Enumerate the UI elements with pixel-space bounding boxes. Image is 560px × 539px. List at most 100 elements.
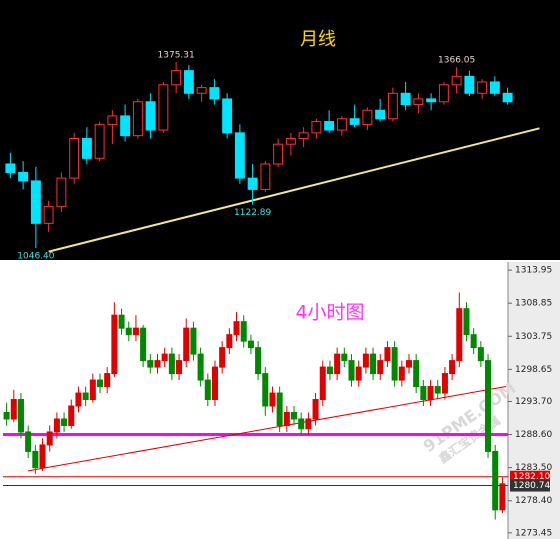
candle-body	[3, 412, 10, 420]
candle-body	[68, 405, 75, 426]
candle-body	[398, 366, 405, 381]
candle-body	[285, 138, 296, 145]
chart-title: 4小时图	[295, 302, 364, 324]
candle-body	[362, 353, 369, 368]
four-hour-chart: 91PME.COM鑫汇宝贵金属1313.951308.851303.751298…	[3, 266, 552, 538]
candle-body	[226, 334, 233, 349]
candle-body	[391, 347, 398, 381]
candle-body	[94, 123, 105, 159]
y-tick-label: 1273.45	[515, 528, 552, 538]
candle-body	[125, 327, 132, 336]
candle-body	[370, 353, 377, 375]
candle-body	[499, 483, 506, 511]
candle-body	[168, 353, 175, 375]
chart-title: 月线	[300, 29, 336, 50]
candle-body	[219, 347, 226, 368]
candle-body	[61, 418, 68, 426]
candle-body	[283, 412, 290, 426]
candle-body	[30, 180, 41, 224]
candle-body	[104, 373, 111, 388]
candle-body	[32, 450, 39, 469]
candle-body	[463, 308, 470, 336]
candle-body	[426, 98, 437, 103]
price-tag	[510, 479, 550, 492]
candle-body	[183, 70, 194, 94]
trend-line	[48, 127, 540, 253]
candle-body	[341, 353, 348, 362]
y-tick-label: 1298.65	[515, 365, 552, 375]
candle-body	[69, 138, 80, 179]
candle-body	[420, 386, 427, 401]
candle-body	[477, 81, 488, 94]
candle-body	[502, 92, 513, 103]
candle-body	[470, 334, 477, 349]
candle-body	[18, 171, 29, 182]
candle-body	[255, 347, 262, 375]
y-tick-label: 1283.50	[515, 463, 552, 473]
candle-body	[305, 418, 312, 430]
candle-body	[53, 418, 60, 433]
candle-body	[107, 115, 118, 125]
price-annotation: 1122.89	[234, 208, 271, 218]
candle-body	[362, 109, 373, 125]
candle-body	[262, 373, 269, 407]
candle-body	[132, 101, 143, 137]
y-tick-label: 1303.75	[515, 332, 552, 342]
candle-body	[17, 399, 24, 433]
candle-body	[413, 98, 424, 106]
candle-body	[39, 444, 46, 469]
candle-body	[298, 418, 305, 430]
candle-body	[190, 327, 197, 355]
y-tick-label: 1308.85	[515, 299, 552, 309]
candle-body	[111, 314, 118, 375]
candle-body	[477, 347, 484, 362]
candle-body	[25, 431, 32, 452]
candle-body	[324, 121, 335, 131]
candle-body	[349, 118, 360, 125]
candle-body	[276, 392, 283, 426]
candle-body	[118, 314, 125, 329]
candle-body	[176, 360, 183, 375]
candle-body	[464, 75, 475, 94]
candle-body	[196, 87, 207, 94]
candle-body	[222, 98, 233, 134]
price-tag-label: 1282.10	[513, 472, 550, 482]
candle-body	[234, 132, 245, 179]
candle-body	[247, 177, 258, 190]
y-tick-label: 1293.70	[515, 397, 552, 407]
candle-body	[375, 109, 386, 120]
candle-body	[145, 101, 156, 131]
candle-body	[197, 353, 204, 381]
candle-body	[451, 75, 462, 86]
candle-body	[260, 163, 271, 190]
monthly-chart: 1375.31 1366.05 1122.89 1046.40	[5, 51, 540, 262]
price-axis-area	[508, 262, 560, 539]
candle-body	[5, 163, 16, 173]
candle-body	[384, 347, 391, 362]
candle-body	[400, 92, 411, 106]
candle-body	[183, 327, 190, 362]
candle-body	[204, 379, 211, 401]
candle-body	[273, 143, 284, 165]
candle-body	[355, 366, 362, 381]
candle-body	[82, 392, 89, 401]
candle-body	[89, 379, 96, 401]
candle-body	[75, 392, 82, 407]
candle-body	[81, 138, 92, 159]
candle-body	[311, 121, 322, 134]
price-annotation: 1046.40	[17, 252, 54, 262]
candle-body	[158, 84, 169, 131]
candle-body	[120, 115, 131, 137]
candle-body	[211, 366, 218, 401]
candle-body	[387, 92, 398, 120]
candle-body	[348, 360, 355, 381]
candle-body	[485, 360, 492, 452]
candle-body	[441, 373, 448, 394]
candle-body	[161, 353, 168, 362]
candle-body	[291, 412, 298, 420]
y-tick-label: 1278.40	[515, 496, 552, 506]
candle-body	[269, 392, 276, 407]
candle-body	[43, 205, 54, 224]
